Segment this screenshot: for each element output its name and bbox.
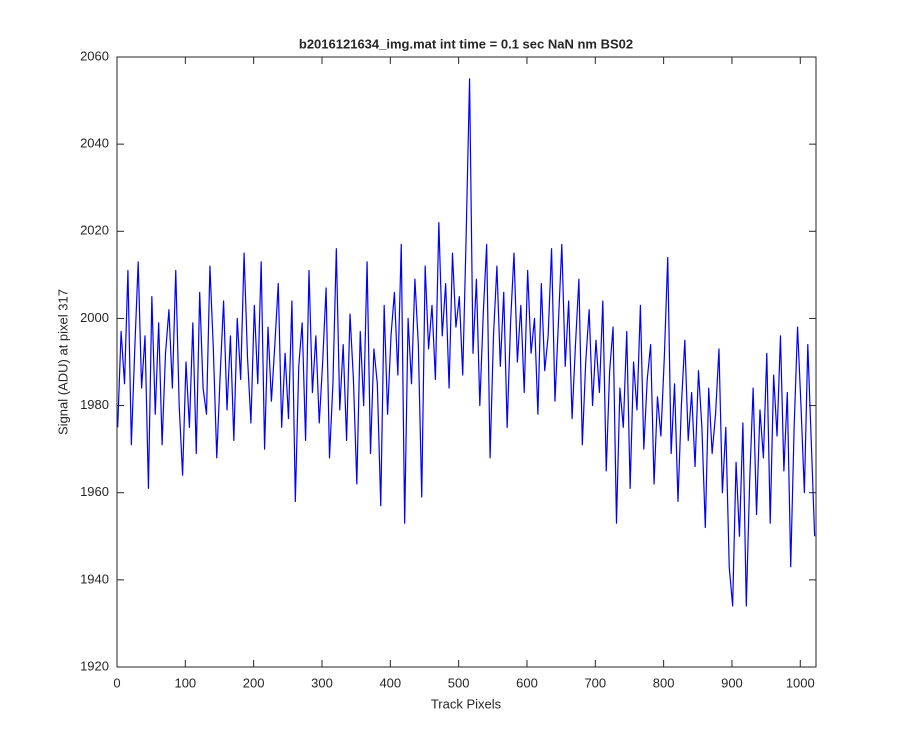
plot-frame — [116, 56, 817, 668]
y-tick-label: 2040 — [80, 136, 109, 151]
y-axis-label: Signal (ADU) at pixel 317 — [55, 289, 70, 435]
x-tick-label: 700 — [584, 675, 606, 690]
x-tick-label: 500 — [448, 675, 470, 690]
y-tick-label: 1980 — [80, 397, 109, 412]
y-tick-label: 1920 — [80, 658, 109, 673]
x-tick-label: 1000 — [786, 675, 815, 690]
y-tick-label: 1940 — [80, 571, 109, 586]
y-tick-label: 1960 — [80, 484, 109, 499]
x-tick-label: 100 — [174, 675, 196, 690]
x-tick-label: 200 — [243, 675, 265, 690]
x-tick-label: 400 — [379, 675, 401, 690]
x-tick-label: 800 — [653, 675, 675, 690]
x-tick-label: 900 — [721, 675, 743, 690]
x-axis-label: Track Pixels — [431, 696, 502, 711]
y-tick-label: 2060 — [80, 48, 109, 63]
y-tick-label: 2000 — [80, 310, 109, 325]
x-tick-label: 600 — [516, 675, 538, 690]
chart-title: b2016121634_img.mat int time = 0.1 sec N… — [299, 36, 633, 51]
x-tick-label: 0 — [113, 675, 120, 690]
x-tick-label: 300 — [311, 675, 333, 690]
y-tick-label: 2020 — [80, 223, 109, 238]
data-line — [117, 78, 816, 607]
